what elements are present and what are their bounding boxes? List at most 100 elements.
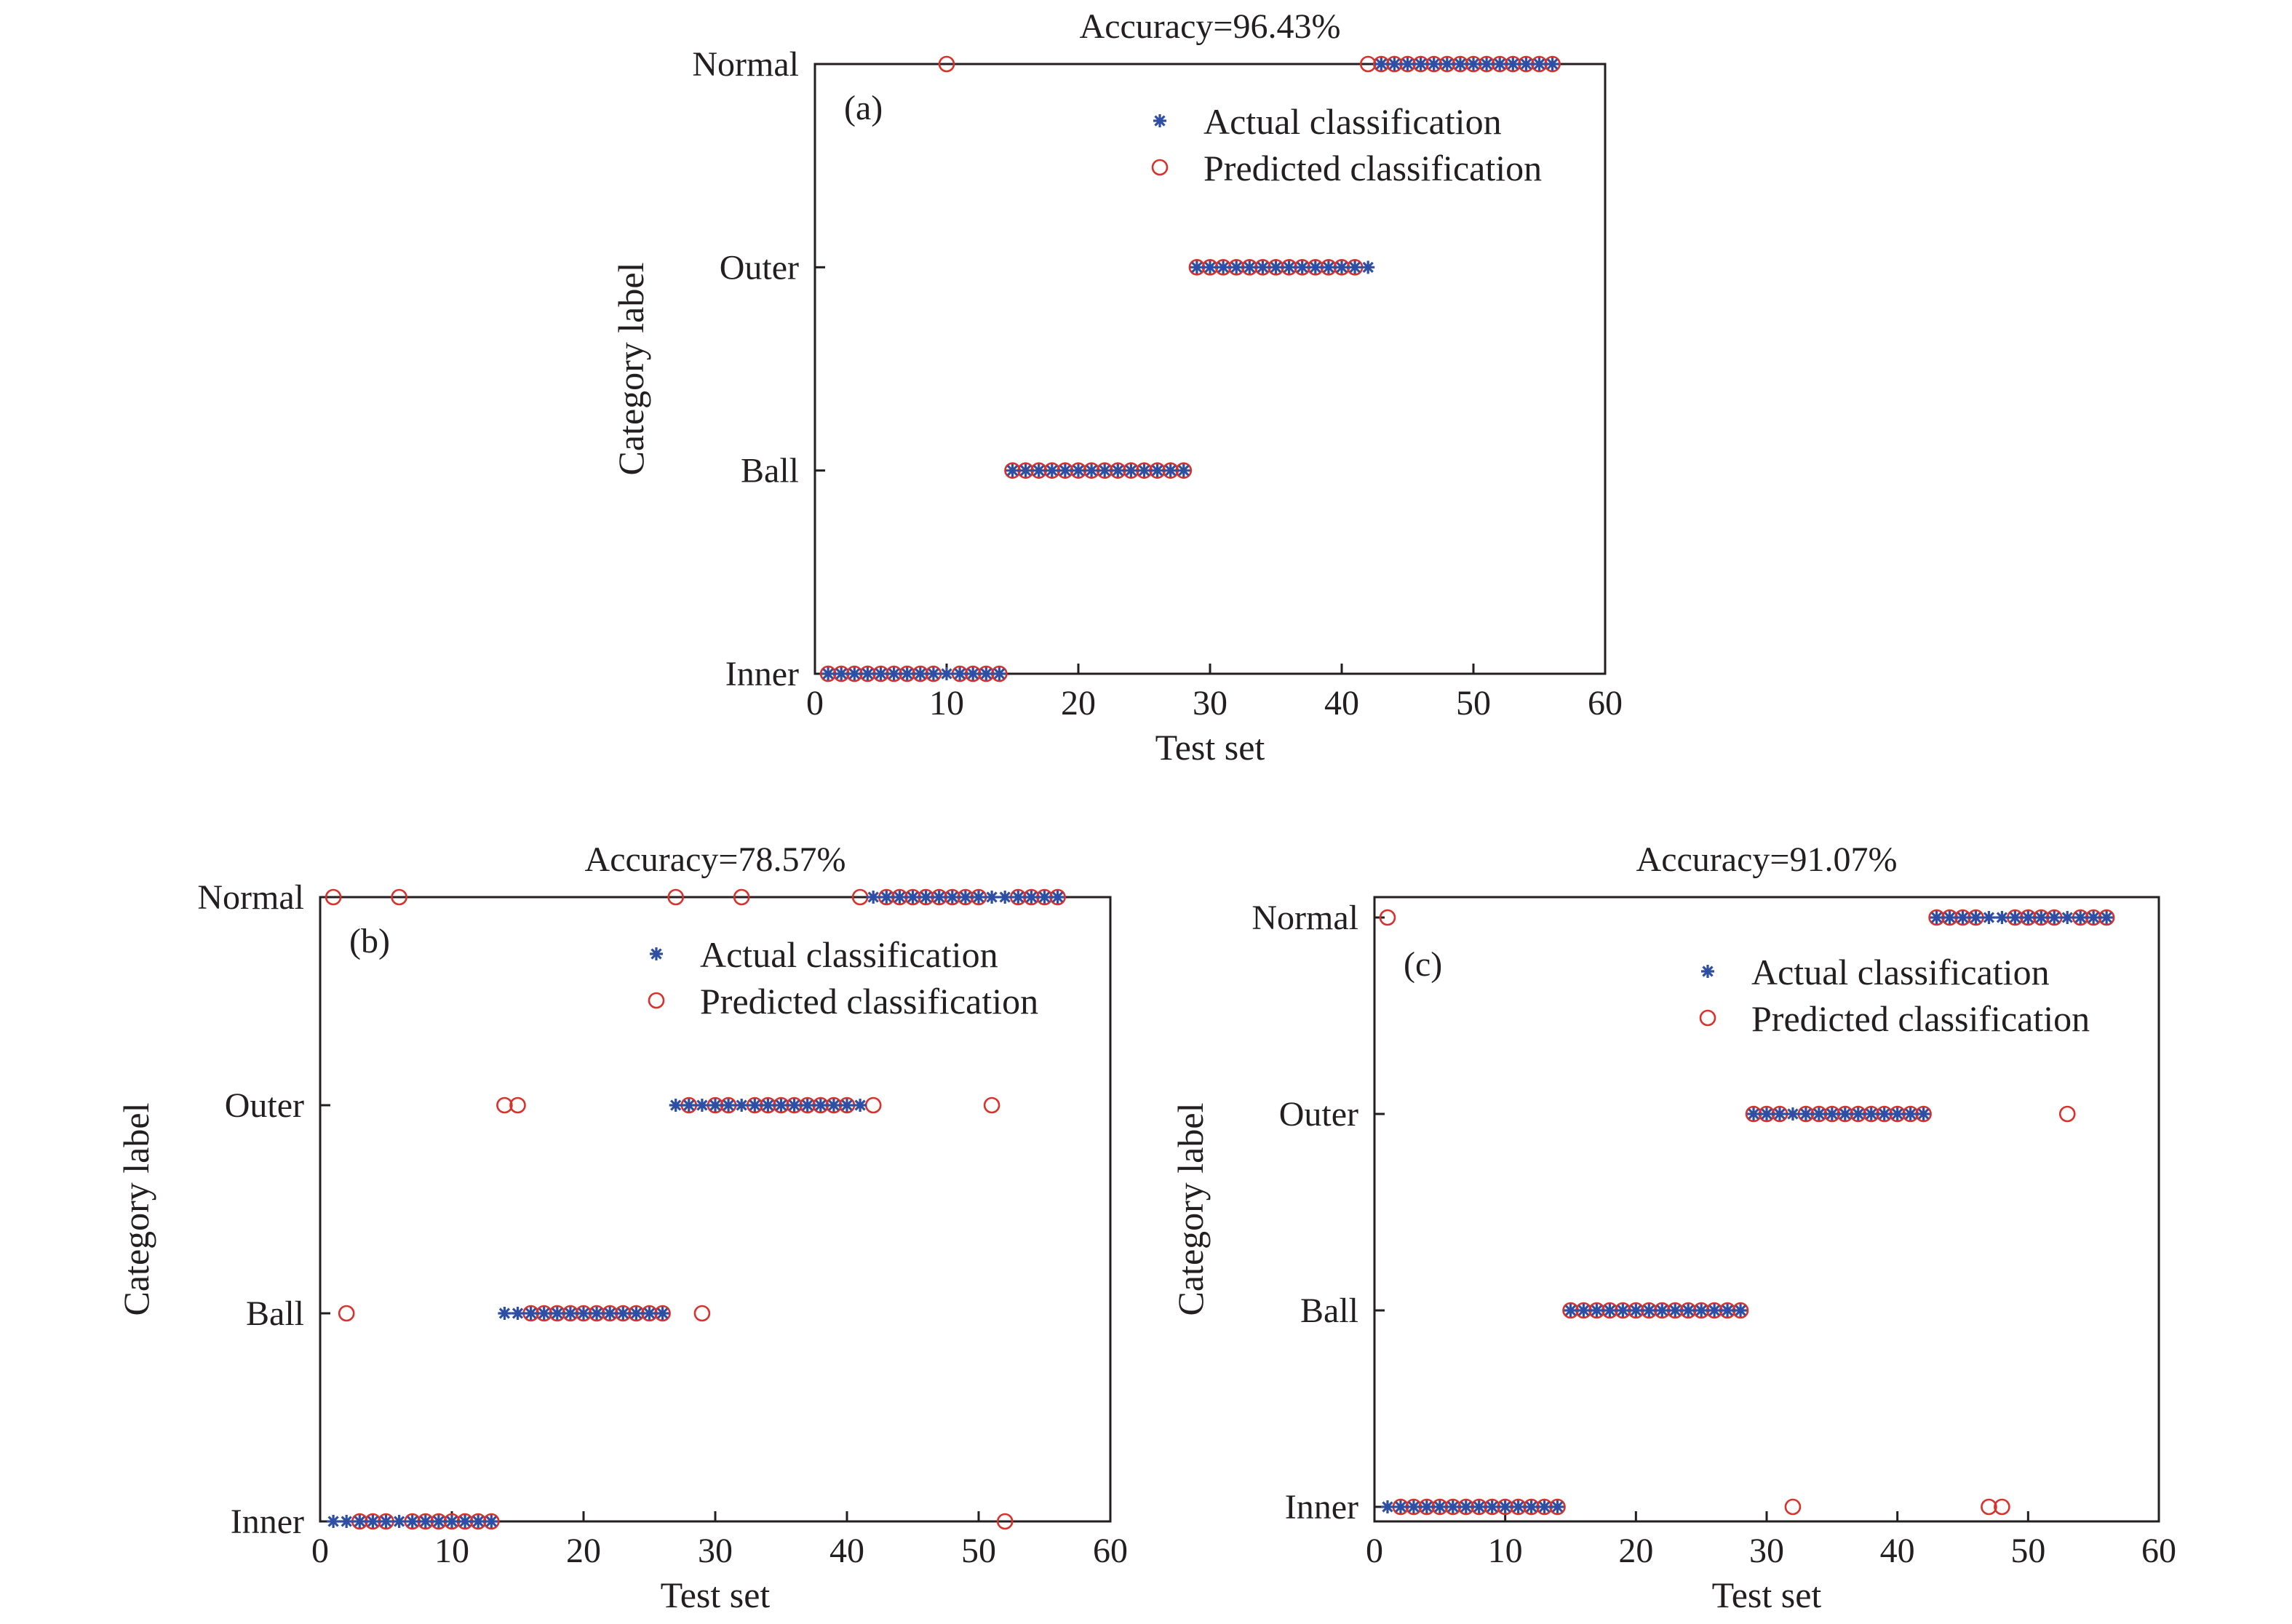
actual-point	[366, 1515, 380, 1528]
x-tick-label: 40	[1324, 684, 1359, 723]
actual-point	[445, 1515, 458, 1528]
legend-label-predicted: Predicted classification	[700, 981, 1038, 1022]
actual-point	[1629, 1304, 1643, 1317]
x-tick-label: 60	[2141, 1532, 2176, 1570]
actual-point	[945, 891, 959, 904]
x-axis-title: Test set	[1712, 1575, 1822, 1615]
actual-point	[485, 1515, 498, 1528]
actual-point	[1038, 891, 1051, 904]
y-tick-label: Outer	[225, 1086, 304, 1125]
actual-point	[1642, 1304, 1656, 1317]
legend-asterisk-marker	[1701, 965, 1714, 978]
y-tick-label: Normal	[1252, 899, 1358, 937]
actual-point	[577, 1307, 590, 1320]
actual-point	[590, 1307, 604, 1320]
actual-point	[919, 891, 933, 904]
actual-point	[524, 1307, 538, 1320]
actual-point	[827, 1099, 840, 1112]
actual-point	[642, 1307, 656, 1320]
actual-point	[563, 1307, 577, 1320]
actual-point	[1695, 1304, 1708, 1317]
actual-point	[1006, 463, 1019, 477]
actual-point	[1564, 1304, 1577, 1317]
actual-point	[874, 667, 888, 680]
actual-point	[1943, 911, 1957, 924]
actual-point	[1058, 463, 1072, 477]
legend-label-actual: Actual classification	[1751, 952, 2050, 992]
x-tick-label: 10	[929, 684, 964, 723]
legend-circle-marker	[1699, 1009, 1716, 1027]
actual-point	[2087, 911, 2101, 924]
actual-point	[2021, 911, 2035, 924]
actual-point	[853, 1099, 867, 1112]
chart-panel-c: 0 10 20 30 40 50 60 Inner Ball Outer Normal Accurac…	[1170, 840, 2176, 1615]
actual-point	[1163, 463, 1177, 477]
actual-point	[1032, 463, 1046, 477]
actual-point	[1917, 1107, 1930, 1121]
actual-point	[1256, 260, 1270, 274]
legend-label-actual: Actual classification	[700, 934, 998, 975]
actual-point	[1011, 891, 1025, 904]
actual-point	[1111, 463, 1125, 477]
actual-point	[1019, 463, 1032, 477]
actual-point	[1511, 1500, 1525, 1513]
predicted-point	[1379, 909, 1396, 926]
y-axis-title: Category label	[1170, 1103, 1211, 1316]
actual-point	[1137, 463, 1151, 477]
actual-point	[1459, 1500, 1473, 1513]
predicted-point	[938, 55, 955, 73]
predicted-point	[338, 1305, 355, 1322]
actual-point	[327, 1515, 341, 1528]
predicted-point	[496, 1096, 513, 1114]
legend-circle-marker	[648, 992, 665, 1009]
x-axis-title: Test set	[661, 1575, 771, 1615]
panel-tag: (a)	[844, 89, 883, 127]
actual-point	[940, 667, 953, 680]
actual-point	[1506, 57, 1520, 71]
legend-circle-marker	[1151, 159, 1169, 176]
actual-point	[1374, 57, 1388, 71]
actual-point	[1440, 57, 1454, 71]
x-tick-label: 20	[1618, 1532, 1653, 1570]
actual-point	[1760, 1107, 1773, 1121]
actual-point	[1721, 1304, 1735, 1317]
actual-point	[1890, 1107, 1904, 1121]
actual-point	[379, 1515, 393, 1528]
legend-asterisk-marker	[1153, 114, 1166, 127]
y-tick-label: Normal	[692, 45, 799, 84]
panel-tag: (c)	[1404, 945, 1442, 984]
actual-point	[1877, 1107, 1891, 1121]
actual-point	[913, 667, 927, 680]
actual-point	[1812, 1107, 1826, 1121]
actual-point	[1393, 1500, 1407, 1513]
x-tick-label: 0	[806, 684, 824, 723]
predicted-point	[391, 888, 407, 906]
actual-point	[1734, 1304, 1748, 1317]
actual-point	[1414, 57, 1428, 71]
actual-point	[1519, 57, 1533, 71]
actual-point	[1603, 1304, 1617, 1317]
actual-point	[1668, 1304, 1682, 1317]
actual-point	[537, 1307, 551, 1320]
x-tick-label: 50	[961, 1532, 996, 1570]
y-tick-label: Ball	[741, 452, 799, 490]
actual-point	[1230, 260, 1244, 274]
actual-point	[1124, 463, 1138, 477]
actual-point	[1401, 57, 1414, 71]
actual-point	[979, 667, 993, 680]
actual-point	[2048, 911, 2061, 924]
actual-point	[353, 1515, 367, 1528]
actual-point	[1786, 1107, 1799, 1121]
actual-point	[1150, 463, 1164, 477]
actual-point	[1472, 1500, 1486, 1513]
predicted-point	[864, 1096, 882, 1114]
x-tick-label: 60	[1588, 684, 1623, 723]
actual-point	[1269, 260, 1283, 274]
actual-point	[340, 1515, 354, 1528]
actual-point	[1682, 1304, 1695, 1317]
actual-point	[392, 1515, 406, 1528]
actual-point	[1098, 463, 1112, 477]
actual-point	[1321, 260, 1335, 274]
x-tick-label: 0	[1366, 1532, 1383, 1570]
